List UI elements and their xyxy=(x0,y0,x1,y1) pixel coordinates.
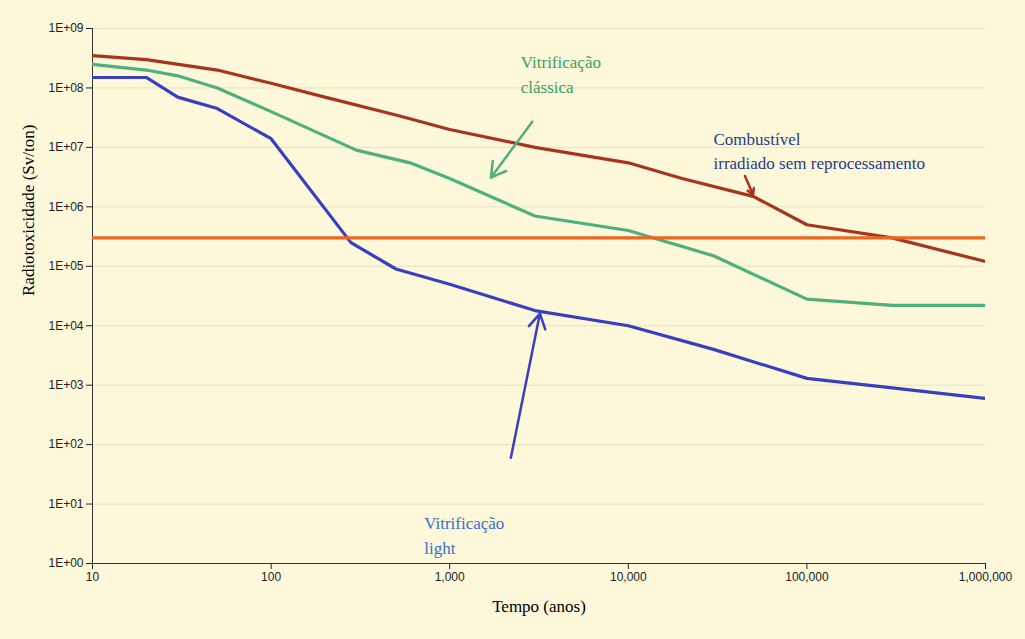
svg-text:Combustívelirradiado sem repro: Combustívelirradiado sem reprocessamento xyxy=(714,130,925,174)
svg-text:1,000: 1,000 xyxy=(435,570,465,584)
svg-text:1E+08: 1E+08 xyxy=(48,81,83,95)
svg-text:Tempo (anos): Tempo (anos) xyxy=(492,597,586,616)
svg-text:1E+05: 1E+05 xyxy=(48,259,83,273)
svg-text:Vitrificaçãoclássica: Vitrificaçãoclássica xyxy=(521,53,601,97)
svg-text:1E+01: 1E+01 xyxy=(48,497,83,511)
svg-text:1E+07: 1E+07 xyxy=(48,140,83,154)
svg-text:10,000: 10,000 xyxy=(610,570,647,584)
svg-text:Radiotoxicidade (Sv/ton): Radiotoxicidade (Sv/ton) xyxy=(19,125,38,296)
svg-text:Vitrificaçãolight: Vitrificaçãolight xyxy=(424,514,504,558)
svg-text:1,000,000: 1,000,000 xyxy=(959,570,1013,584)
svg-text:100: 100 xyxy=(261,570,281,584)
svg-text:1E+09: 1E+09 xyxy=(48,21,83,35)
svg-text:1E+04: 1E+04 xyxy=(48,319,83,333)
svg-text:1E+03: 1E+03 xyxy=(48,378,83,392)
svg-text:1E+02: 1E+02 xyxy=(48,437,83,451)
svg-text:100,000: 100,000 xyxy=(785,570,829,584)
svg-text:1E+00: 1E+00 xyxy=(48,556,83,570)
svg-text:10: 10 xyxy=(86,570,100,584)
svg-text:1E+06: 1E+06 xyxy=(48,200,83,214)
